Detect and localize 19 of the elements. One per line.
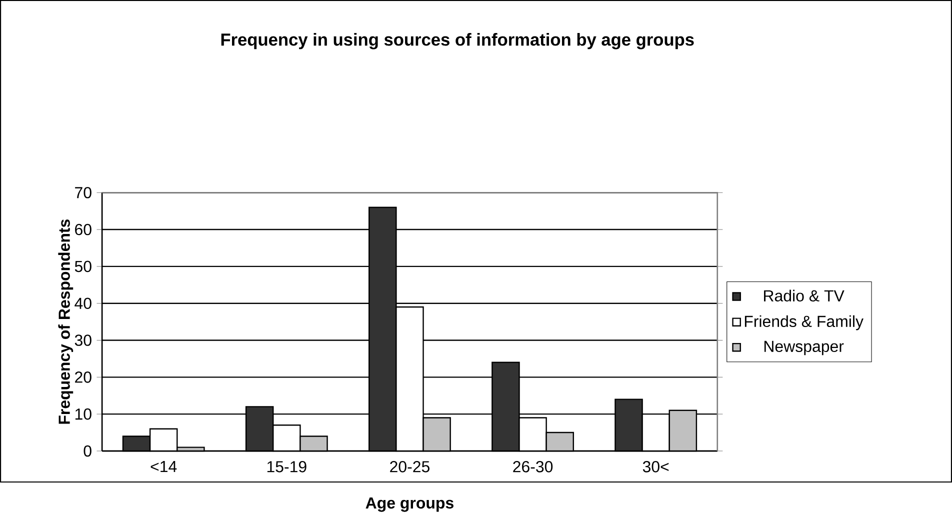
y-tick-label: 30 [74,334,92,346]
y-tick-label: 50 [74,260,92,272]
x-tick-label: 20-25 [390,460,430,472]
y-tick-label: 10 [75,408,92,420]
chart-title: Frequency in using sources of information by age groups [221,32,694,50]
y-axis-title: Frequency of Respondents [58,219,74,424]
x-axis-title: Age groups [366,497,454,512]
y-tick-label: 20 [75,371,92,383]
x-tick-label: 15-19 [267,460,306,472]
y-tick-label: 0 [84,445,92,456]
x-tick-label: 26-30 [513,460,553,472]
x-tick-label: 30< [642,460,669,472]
x-tick-label: <14 [150,460,177,472]
y-tick-label: 70 [75,186,92,198]
legend-label: Newspaper [764,340,844,356]
y-tick-label: 60 [75,224,92,236]
y-tick-label: 40 [74,298,92,309]
legend-label: Radio & TV [764,290,844,302]
legend-label: Friends & Family [744,315,864,330]
